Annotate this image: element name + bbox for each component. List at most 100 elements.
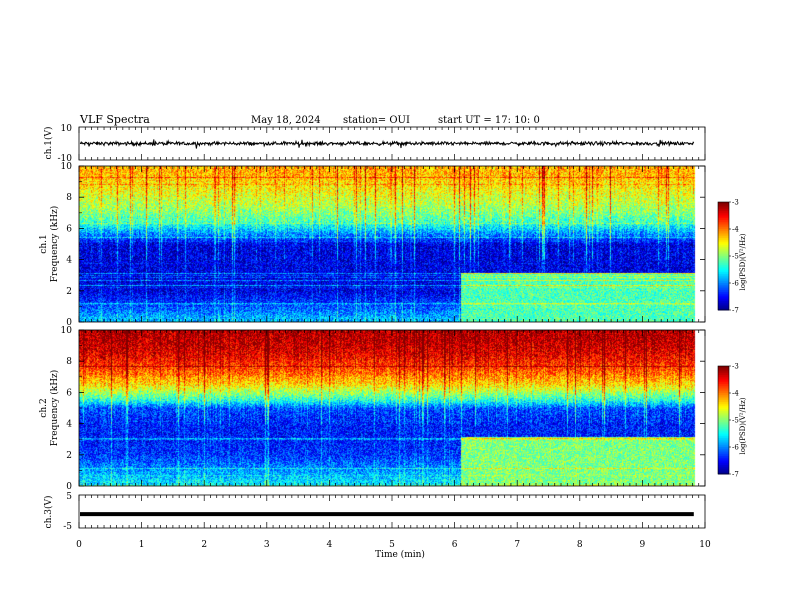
spec1-ytick-label: 10 xyxy=(61,162,73,172)
colorbar-segment xyxy=(718,272,729,275)
colorbar-segment xyxy=(718,421,729,425)
colorbar-segment xyxy=(718,292,729,295)
colorbar-segment xyxy=(718,257,729,261)
colorbar-segment xyxy=(718,241,729,244)
colorbar-segment xyxy=(718,367,729,371)
colorbar-segment xyxy=(718,279,729,282)
colorbar-segment xyxy=(718,454,729,457)
colorbar-segment xyxy=(718,277,729,280)
colorbar-tick-label: -7 xyxy=(732,471,739,479)
colorbar-segment xyxy=(718,407,729,410)
colorbar-segment xyxy=(718,380,729,383)
colorbar-segment xyxy=(718,429,729,432)
spec1-ytick-label: 0 xyxy=(66,318,72,328)
ch1-ytick-bottom: -10 xyxy=(58,154,73,164)
colorbar-segment xyxy=(718,452,729,455)
colorbar-segment xyxy=(718,284,729,288)
colorbar-segment xyxy=(718,423,729,426)
colorbar-segment xyxy=(718,441,729,444)
colorbar-tick-label: -6 xyxy=(732,280,739,288)
colorbar-segment xyxy=(718,259,729,262)
colorbar-segment xyxy=(718,218,729,221)
colorbar-segment xyxy=(718,373,729,376)
x-tick-label: 2 xyxy=(201,540,207,550)
spec2-ytick-label: 4 xyxy=(66,420,72,430)
colorbar-segment xyxy=(718,434,729,437)
colorbar-segment xyxy=(718,400,729,403)
colorbar-segment xyxy=(718,378,729,381)
colorbar-segment xyxy=(718,308,729,311)
colorbar-segment xyxy=(718,238,729,241)
colorbar-segment xyxy=(718,227,729,230)
colorbar-segment xyxy=(718,394,729,398)
colorbar-segment xyxy=(718,216,729,219)
colorbar-segment xyxy=(718,472,729,475)
ch2-colorbar: -3 -4 -5 -6 -7 log(PSD)(V²/Hz) xyxy=(717,363,747,479)
colorbar-segment xyxy=(718,439,729,443)
colorbar-segment xyxy=(718,214,729,217)
x-tick-label: 6 xyxy=(452,540,458,550)
colorbar-segment xyxy=(718,203,729,207)
colorbar-tick-label: -7 xyxy=(732,307,739,315)
colorbar-segment xyxy=(718,212,729,216)
ch1-spectrogram-heatmap xyxy=(79,166,705,322)
colorbar-segment xyxy=(718,389,729,392)
colorbar-segment xyxy=(718,376,729,380)
colorbar-label: log(PSD)(V²/Hz) xyxy=(739,233,747,290)
colorbar-segment xyxy=(718,382,729,385)
colorbar-segment xyxy=(718,396,729,399)
colorbar-segment xyxy=(718,229,729,232)
ch1-spectrogram-ylabel-channel: ch.1 xyxy=(39,234,49,253)
spec2-ytick-label: 8 xyxy=(66,357,72,367)
colorbar-segment xyxy=(718,205,729,208)
ch1-colorbar: -3 -4 -5 -6 -7 log(PSD)(V²/Hz) xyxy=(717,199,747,315)
ch1-ytick-top: 10 xyxy=(61,124,73,134)
ch2-spectrogram-ylabel-frequency: Frequency (kHz) xyxy=(49,370,60,447)
colorbar-segment xyxy=(718,405,729,408)
colorbar-segment xyxy=(718,274,729,277)
colorbar-segment xyxy=(718,427,729,430)
colorbar-segment xyxy=(718,254,729,257)
colorbar-segment xyxy=(718,209,729,212)
colorbar-segment xyxy=(718,286,729,289)
colorbar-segment xyxy=(718,202,729,205)
x-tick-label: 3 xyxy=(264,540,270,550)
colorbar-segment xyxy=(718,263,729,266)
ch2-spectrogram-panel: 0 2 4 6 8 10 ch.2 Frequency (kHz) xyxy=(39,326,706,492)
colorbar-segment xyxy=(718,236,729,239)
x-tick-label: 7 xyxy=(514,540,520,550)
colorbar-segment xyxy=(718,384,729,387)
ch3-waveform-panel: 5 -5 ch.3(V) xyxy=(43,492,706,532)
colorbar-segment xyxy=(718,393,729,396)
colorbar-segment xyxy=(718,387,729,390)
colorbar-segment xyxy=(718,411,729,414)
colorbar-segment xyxy=(718,371,729,374)
x-tick-label: 9 xyxy=(640,540,646,550)
colorbar-tick-label: -5 xyxy=(732,417,739,425)
colorbar-segment xyxy=(718,243,729,246)
colorbar-segment xyxy=(718,461,729,464)
colorbar-segment xyxy=(718,375,729,378)
spec2-ytick-label: 10 xyxy=(61,326,73,336)
colorbar-segment xyxy=(718,416,729,419)
colorbar-tick-label: -5 xyxy=(732,253,739,261)
colorbar-segment xyxy=(718,252,729,255)
colorbar-segment xyxy=(718,250,729,253)
colorbar-segment xyxy=(718,261,729,264)
colorbar-segment xyxy=(718,414,729,417)
colorbar-segment xyxy=(718,448,729,452)
colorbar-segment xyxy=(718,248,729,252)
colorbar-segment xyxy=(718,466,729,470)
colorbar-tick-label: -4 xyxy=(732,226,739,234)
colorbar-segment xyxy=(718,447,729,450)
ch2-spectrogram-ylabel-channel: ch.2 xyxy=(39,398,49,417)
colorbar-segment xyxy=(718,207,729,210)
colorbar-segment xyxy=(718,418,729,421)
colorbar-segment xyxy=(718,304,729,307)
colorbar-segment xyxy=(718,398,729,401)
x-tick-label: 0 xyxy=(76,540,82,550)
colorbar-segment xyxy=(718,366,729,369)
colorbar-segment xyxy=(718,369,729,372)
ch1-waveform-line xyxy=(79,139,695,149)
